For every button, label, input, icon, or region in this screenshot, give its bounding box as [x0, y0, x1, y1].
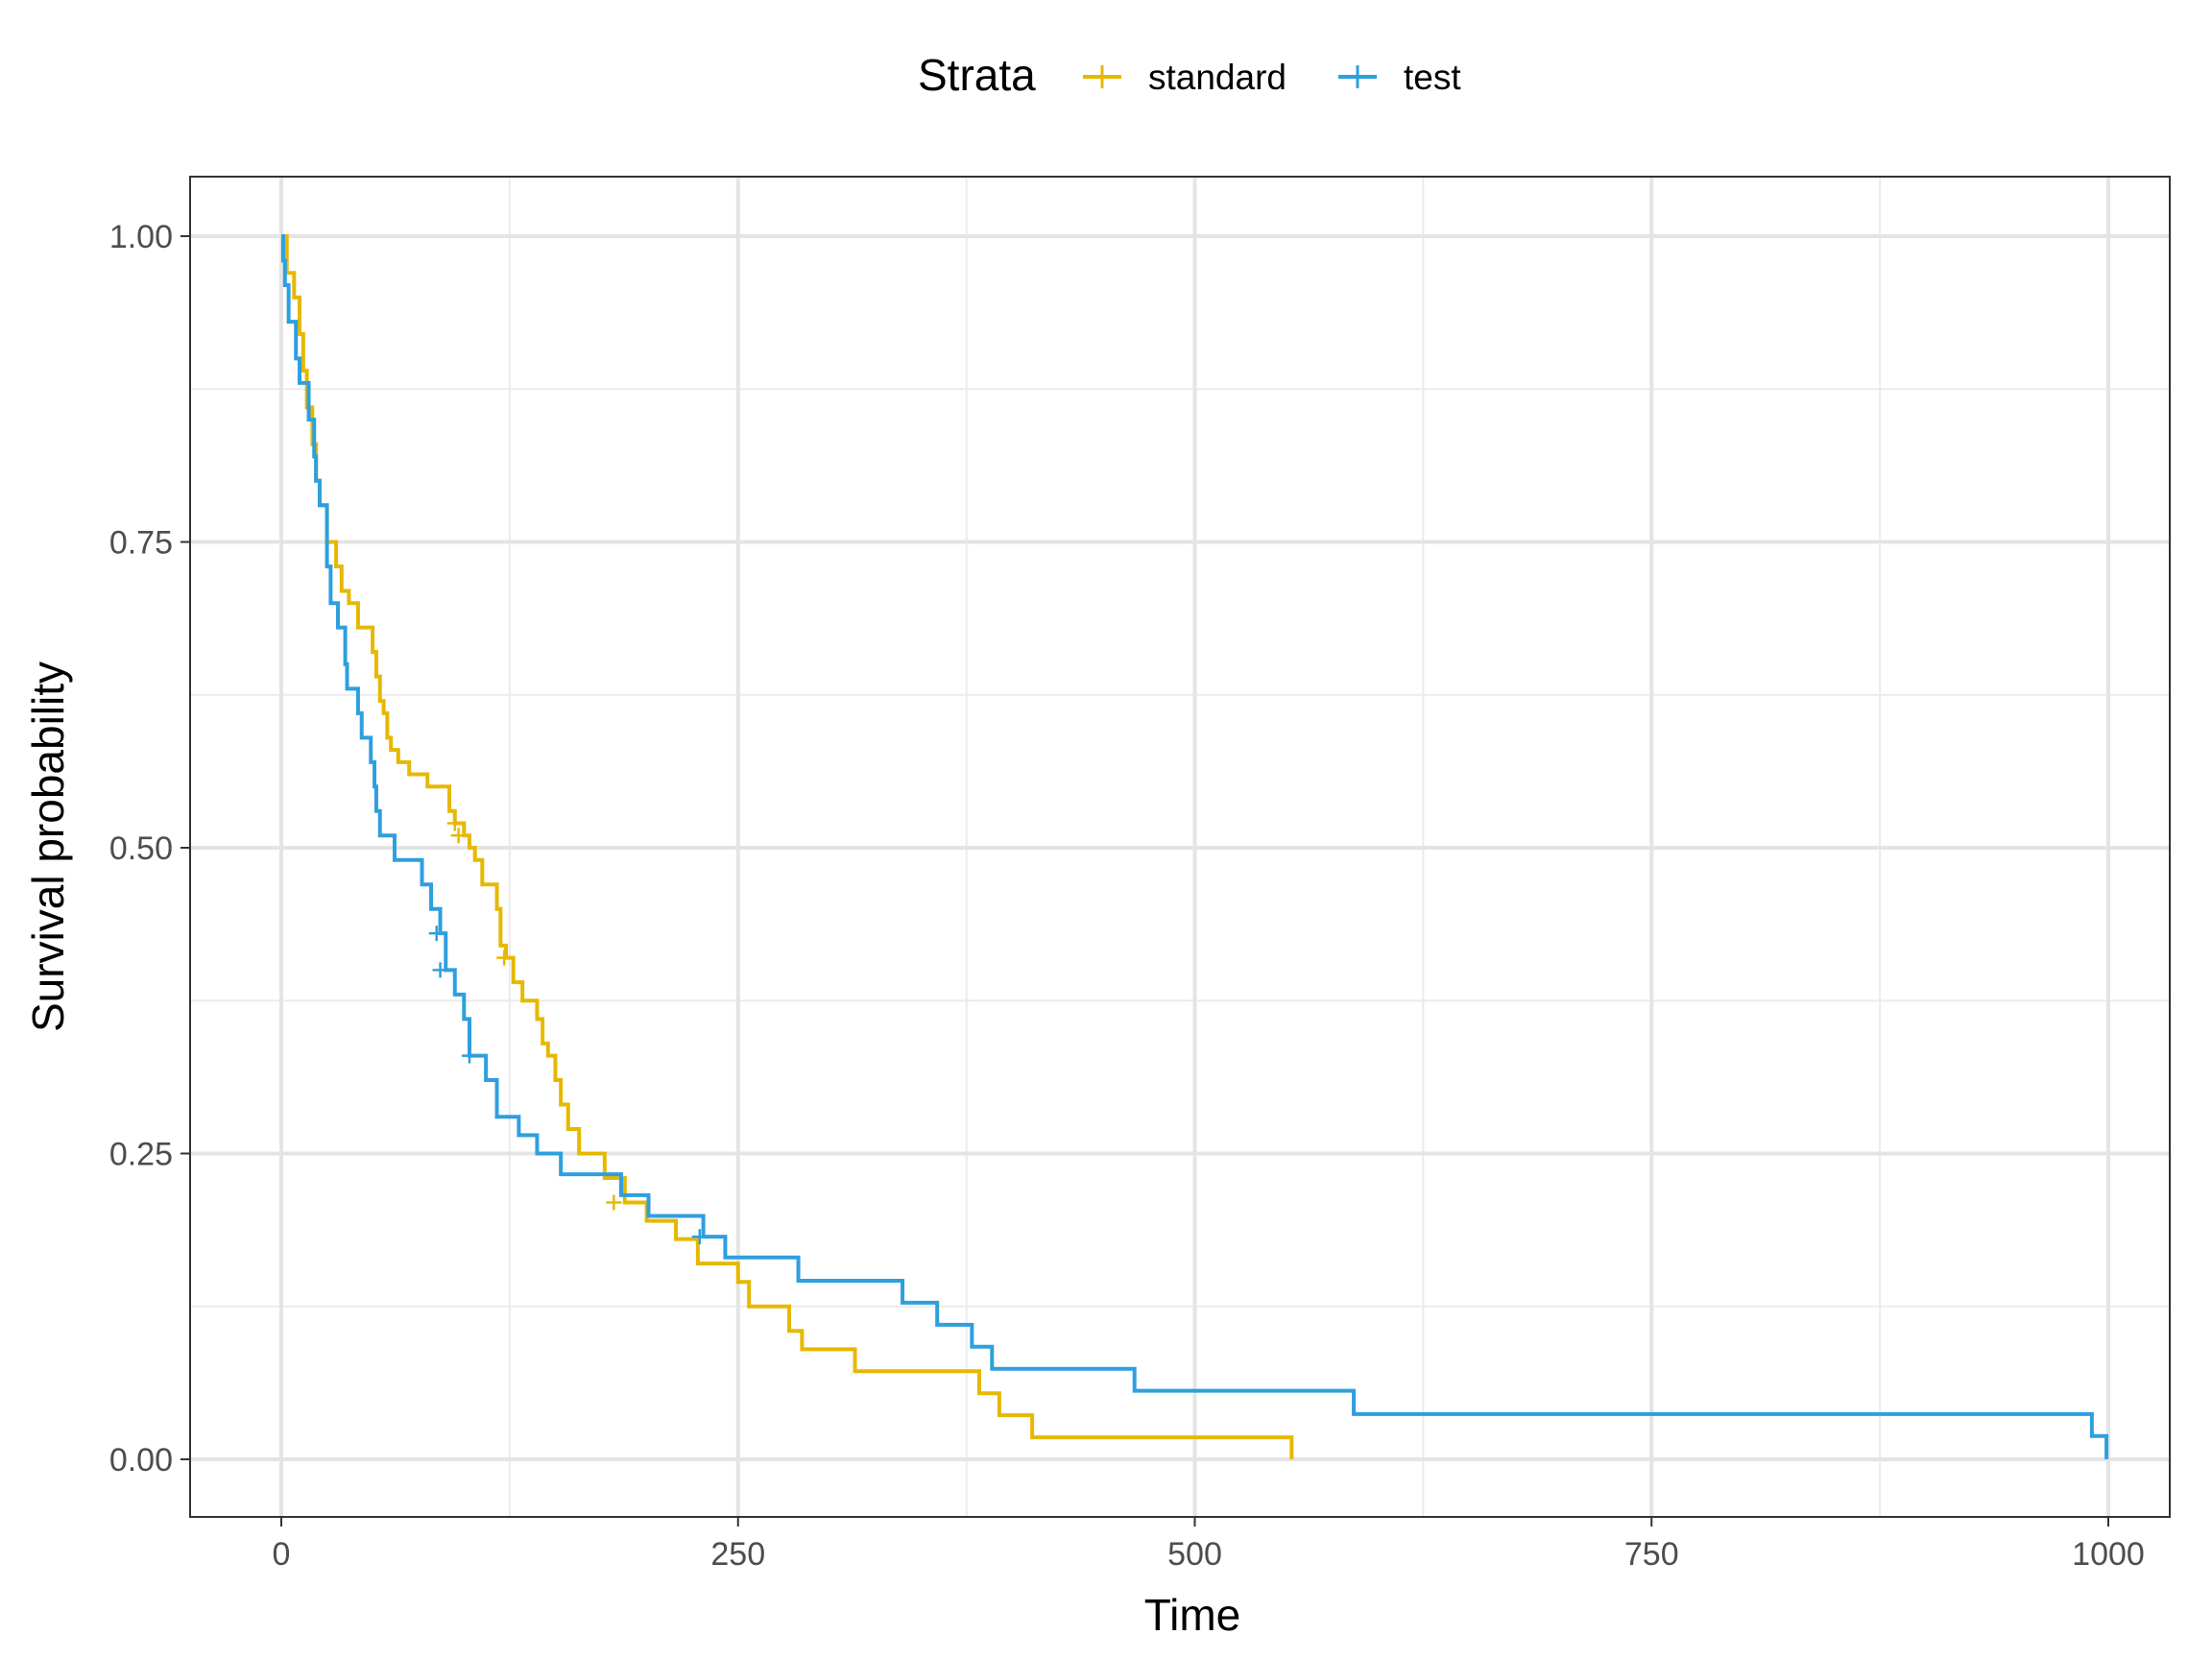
censor-mark-test — [691, 1229, 708, 1245]
legend: Strata standard test — [918, 50, 1461, 100]
legend-label-test: test — [1404, 58, 1461, 97]
series-line-test — [280, 234, 2109, 1459]
y-axis: 0.00 0.25 0.50 0.75 1.00 — [109, 219, 190, 1479]
x-tick-label: 1000 — [2072, 1536, 2145, 1573]
x-tick-label: 750 — [1624, 1536, 1679, 1573]
censor-mark-test — [462, 1047, 478, 1064]
legend-item-test: test — [1338, 58, 1461, 97]
legend-label-standard: standard — [1148, 58, 1286, 97]
censor-mark-standard — [450, 828, 467, 844]
censor-mark-standard — [606, 1194, 622, 1211]
series-layer — [280, 234, 2109, 1459]
legend-title: Strata — [918, 50, 1036, 100]
y-tick-label: 0.25 — [109, 1137, 173, 1173]
y-axis-title: Survival probability — [23, 661, 73, 1032]
y-tick-label: 0.75 — [109, 525, 173, 562]
x-axis-title: Time — [1144, 1590, 1241, 1640]
censor-mark-test — [432, 962, 448, 978]
grid-major — [190, 177, 2170, 1517]
x-axis: 0 250 500 750 1000 — [273, 1517, 2145, 1573]
legend-item-standard: standard — [1083, 58, 1286, 97]
y-tick-label: 1.00 — [109, 219, 173, 255]
y-tick-label: 0.00 — [109, 1442, 173, 1479]
censor-mark-test — [428, 926, 445, 942]
censor-mark-standard — [446, 815, 463, 831]
plot-panel — [189, 176, 2171, 1518]
censor-mark-standard — [496, 950, 513, 966]
y-tick-label: 0.50 — [109, 830, 173, 867]
x-tick-label: 500 — [1167, 1536, 1222, 1573]
x-tick-label: 250 — [710, 1536, 765, 1573]
x-tick-label: 0 — [273, 1536, 291, 1573]
